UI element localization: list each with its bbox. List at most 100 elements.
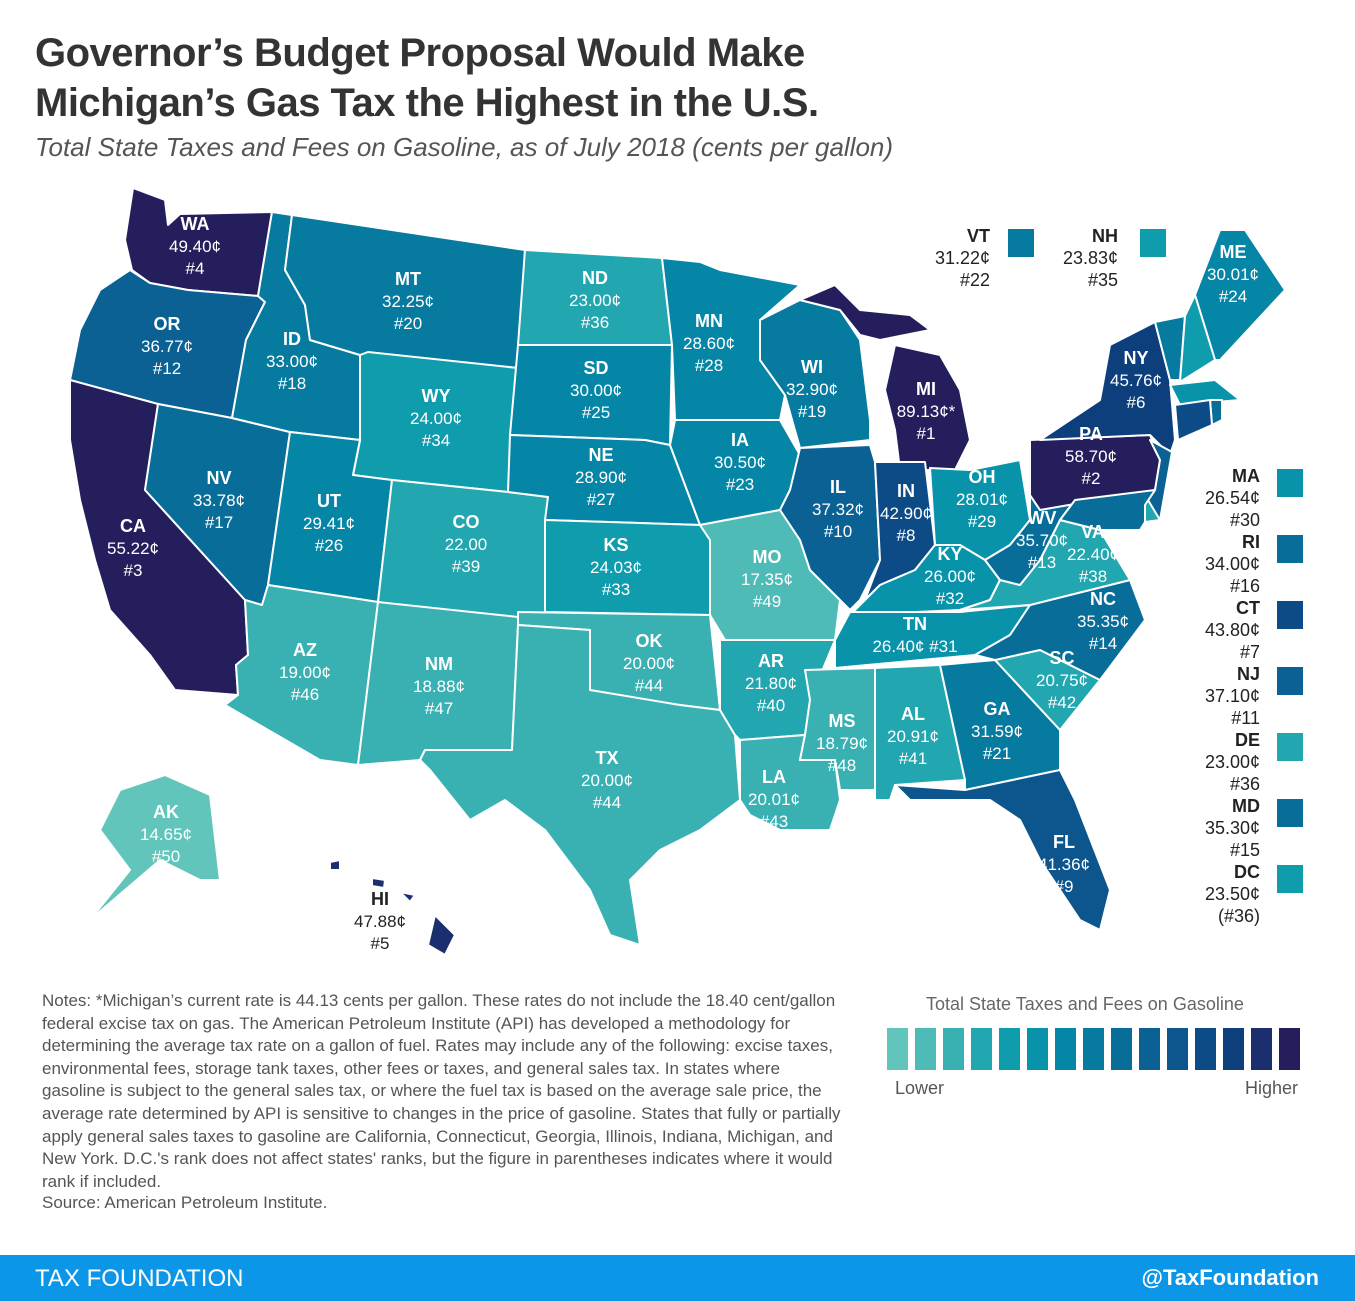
state-label-ks: KS 24.03¢ #33 (590, 535, 642, 599)
state-label-or: OR 36.77¢ #12 (141, 314, 193, 378)
side-abbr: VT (966, 226, 990, 246)
state-ct (1174, 399, 1213, 441)
side-label-nh: NH 23.83¢ #35 (1058, 225, 1118, 291)
side-rank: #22 (959, 270, 990, 290)
swatch-de (1277, 733, 1303, 761)
state-label-nd: ND 23.00¢ #36 (569, 268, 621, 332)
state-label-ga: GA 31.59¢ #21 (971, 699, 1023, 763)
state-label-ok: OK 20.00¢ #44 (623, 631, 675, 695)
side-label-de: DE 23.00¢ #36 (1200, 729, 1260, 795)
legend-swatch (1195, 1028, 1216, 1070)
legend-swatch (1111, 1028, 1132, 1070)
legend-swatch (1027, 1028, 1048, 1070)
side-value: 37.10¢ (1204, 686, 1260, 706)
state-label-ak: AK 14.65¢ #50 (140, 802, 192, 866)
state-label-ca: CA 55.22¢ #3 (107, 516, 159, 580)
side-label-ma: MA 26.54¢ #30 (1200, 465, 1260, 531)
state-label-in: IN 42.90¢ #8 (880, 481, 932, 545)
state-fl (894, 769, 1111, 931)
side-abbr: DC (1234, 862, 1260, 882)
state-label-ny: NY 45.76¢ #6 (1110, 348, 1162, 412)
state-nc (974, 579, 1146, 681)
legend-swatch (1251, 1028, 1272, 1070)
title-line-1: Governor’s Budget Proposal Would Make (35, 31, 805, 75)
side-rank: #16 (1229, 576, 1260, 596)
state-label-oh: OH 28.01¢ #29 (956, 467, 1008, 531)
legend-higher: Higher (1245, 1078, 1299, 1098)
state-label-il: IL 37.32¢ #10 (812, 477, 864, 541)
twitter-handle[interactable]: @TaxFoundation (1141, 1265, 1319, 1290)
page-title: Governor’s Budget Proposal Would Make Mi… (35, 28, 819, 128)
legend-swatch (1279, 1028, 1300, 1070)
state-label-mo: MO 17.35¢ #49 (741, 547, 793, 611)
side-abbr: RI (1242, 532, 1260, 552)
side-label-dc: DC 23.50¢ (#36) (1200, 861, 1260, 927)
side-label-md: MD 35.30¢ #15 (1200, 795, 1260, 861)
state-label-me: ME 30.01¢ #24 (1207, 242, 1259, 306)
state-label-la: LA 20.01¢ #43 (748, 767, 800, 831)
side-value: 26.54¢ (1204, 488, 1260, 508)
state-label-az: AZ 19.00¢ #46 (279, 640, 331, 704)
color-legend (887, 1028, 1300, 1070)
state-label-co: CO 22.00 #39 (445, 512, 488, 576)
legend-swatch (943, 1028, 964, 1070)
state-label-va: VA 22.40¢ #38 (1067, 522, 1119, 586)
legend-swatch (1083, 1028, 1104, 1070)
side-value: 43.80¢ (1204, 620, 1260, 640)
state-label-ia: IA 30.50¢ #23 (714, 430, 766, 494)
side-abbr: DE (1234, 730, 1260, 750)
side-abbr: MD (1232, 796, 1260, 816)
legend-swatch (887, 1028, 908, 1070)
side-label-ct: CT 43.80¢ #7 (1200, 597, 1260, 663)
state-label-wy: WY 24.00¢ #34 (410, 386, 462, 450)
swatch-ri (1277, 535, 1303, 563)
side-label-vt: VT 31.22¢ #22 (930, 225, 990, 291)
us-map: WA 49.40¢ #4 OR 36.77¢ #12 CA 55.22¢ #3 NV 33.78¢ #… (69, 187, 1286, 956)
legend-swatch (915, 1028, 936, 1070)
side-abbr: CT (1236, 598, 1260, 618)
state-label-tn: TN 26.40¢ #31 (872, 614, 957, 656)
state-nh (1179, 294, 1216, 383)
state-label-id: ID 33.00¢ #18 (266, 329, 318, 393)
swatch-nh (1140, 229, 1166, 257)
side-label-ri: RI 34.00¢ #16 (1200, 531, 1260, 597)
side-rank: #7 (1239, 642, 1260, 662)
side-abbr: NJ (1236, 664, 1260, 684)
brand: TAX FOUNDATION (35, 1265, 244, 1292)
state-label-wv: WV 35.70¢ #13 (1016, 508, 1068, 572)
legend-swatch (1223, 1028, 1244, 1070)
swatch-ct (1277, 601, 1303, 629)
footer: TAX FOUNDATION @TaxFoundation (0, 1255, 1355, 1301)
state-label-mi: MI 89.13¢* #1 (897, 379, 956, 443)
state-label-nm: NM 18.88¢ #47 (413, 654, 465, 718)
state-label-wa: WA 49.40¢ #4 (169, 214, 221, 278)
side-value: 23.83¢ (1062, 248, 1118, 268)
state-ma (1169, 379, 1241, 406)
subtitle: Total State Taxes and Fees on Gasoline, … (35, 132, 894, 162)
state-label-nc: NC 35.35¢ #14 (1077, 589, 1129, 653)
side-value: 35.30¢ (1204, 818, 1260, 838)
side-value: 23.00¢ (1204, 752, 1260, 772)
swatch-nj (1277, 667, 1303, 695)
state-label-fl: FL 41.36¢ #9 (1038, 832, 1090, 896)
state-label-ms: MS 18.79¢ #48 (816, 711, 868, 775)
side-label-nj: NJ 37.10¢ #11 (1200, 663, 1260, 729)
legend-swatch (1167, 1028, 1188, 1070)
state-label-nv: NV 33.78¢ #17 (193, 468, 245, 532)
side-value: 34.00¢ (1204, 554, 1260, 574)
swatch-md (1277, 799, 1303, 827)
state-label-wi: WI 32.90¢ #19 (786, 357, 838, 421)
state-hi (329, 859, 456, 956)
state-label-hi: HI 47.88¢ #5 (354, 889, 406, 953)
state-tx (419, 624, 741, 946)
legend-swatch (1055, 1028, 1076, 1070)
side-value: 23.50¢ (1204, 884, 1260, 904)
state-label-mn: MN 28.60¢ #28 (683, 311, 735, 375)
state-md (1059, 489, 1156, 531)
side-value: 31.22¢ (934, 248, 990, 268)
state-label-mt: MT 32.25¢ #20 (382, 269, 434, 333)
state-label-sd: SD 30.00¢ #25 (570, 358, 622, 422)
state-label-ky: KY 26.00¢ #32 (924, 544, 976, 608)
state-label-pa: PA 58.70¢ #2 (1065, 424, 1117, 488)
side-abbr: MA (1232, 466, 1260, 486)
